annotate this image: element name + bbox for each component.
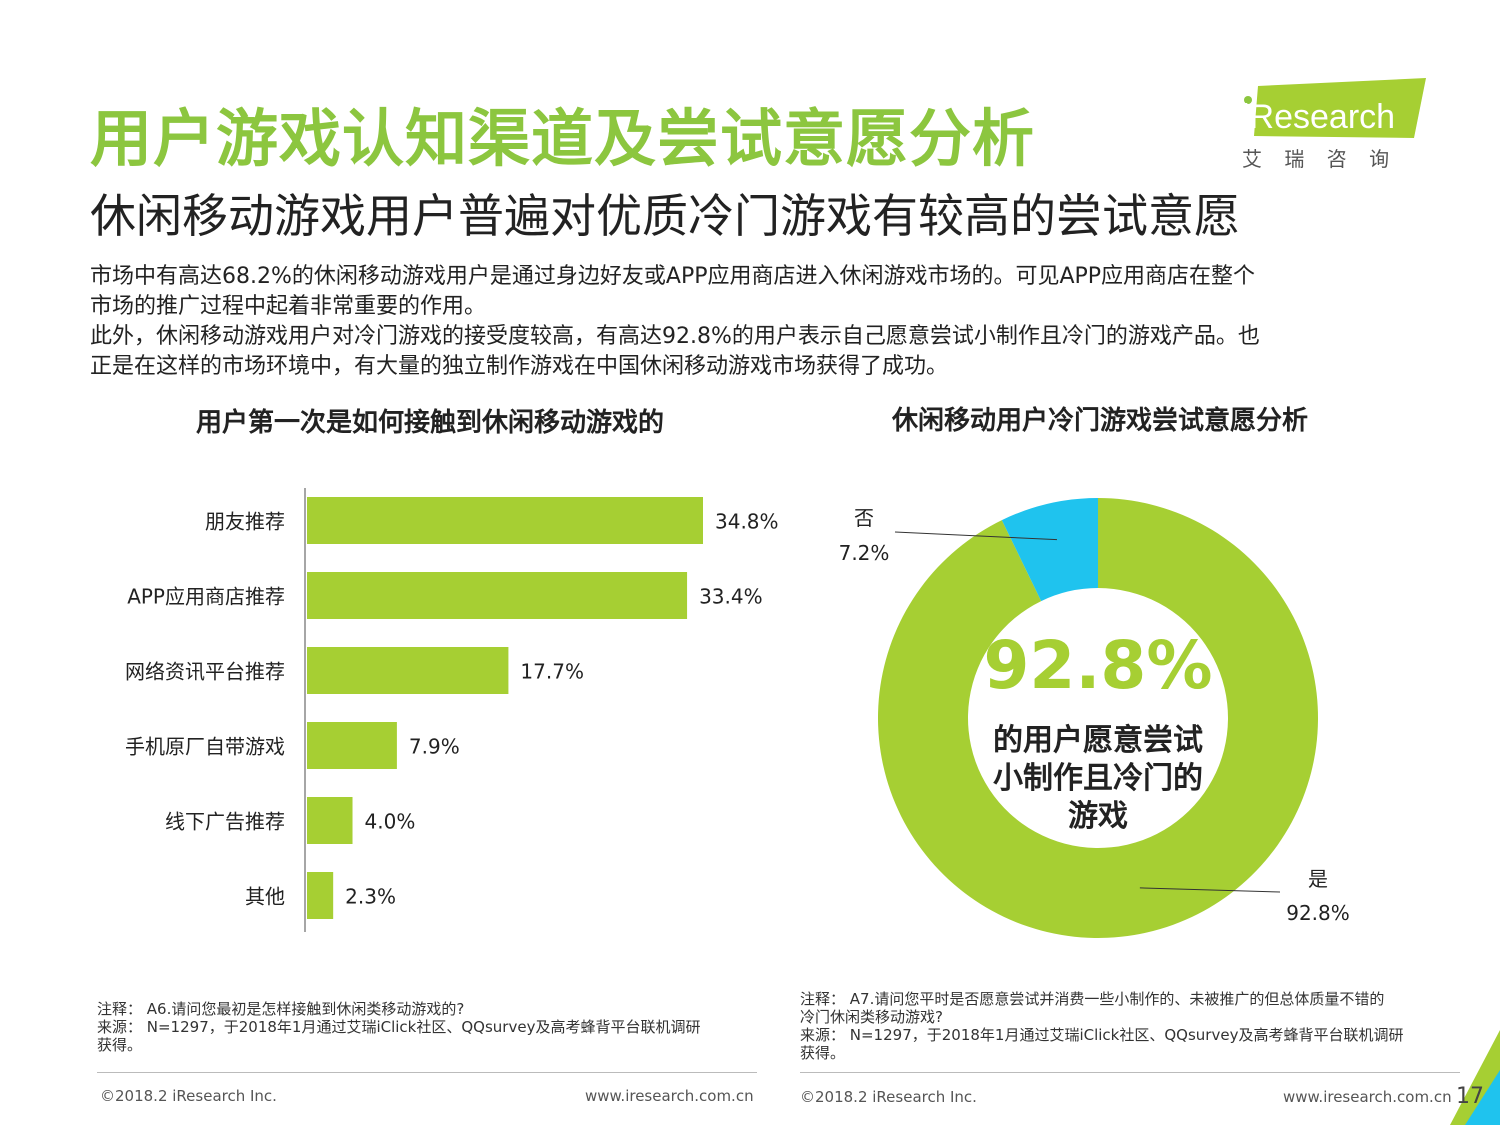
bar (307, 572, 688, 619)
donut-center-text: 小制作且冷门的 (993, 761, 1203, 796)
note-right-line: 冷门休闲类移动游戏? (800, 1008, 943, 1026)
bar (307, 647, 509, 694)
bar-chart: 朋友推荐 34.8% APP应用商店推荐 33.4% 网络资讯平台推荐 17.7% 手机原厂… (125, 488, 779, 932)
iresearch-logo: iResearch 艾 瑞 咨 询 (1242, 78, 1426, 171)
donut-center-text: 游戏 (1068, 799, 1128, 834)
data-label: 7.9% (409, 735, 460, 759)
category-label: APP应用商店推荐 (127, 585, 285, 609)
data-label: 33.4% (699, 585, 763, 609)
category-label: 其他 (245, 885, 285, 909)
paragraph-1-line-2: 市场的推广过程中起着非常重要的作用。 (90, 294, 487, 319)
donut-slice (878, 498, 1318, 938)
paragraph-1-line-1: 市场中有高达68.2%的休闲移动游戏用户是通过身边好友或APP应用商店进入休闲游… (90, 264, 1256, 289)
slice-label-yes: 是 (1308, 867, 1328, 891)
paragraph-2-line-1: 此外，休闲移动游戏用户对冷门游戏的接受度较高，有高达92.8%的用户表示自己愿意… (90, 324, 1260, 349)
note-right-line: 获得。 (800, 1044, 846, 1062)
bar (307, 872, 334, 919)
category-label: 朋友推荐 (205, 510, 285, 534)
notes-left: 注释： A6.请问您最初是怎样接触到休闲类移动游戏的? 来源： N=1297，于… (97, 1000, 757, 1054)
copyright-right: ©2018.2 iResearch Inc. (800, 1088, 977, 1106)
note-right-line: 注释： A7.请问您平时是否愿意尝试并消费一些小制作的、未被推广的但总体质量不错… (800, 990, 1385, 1008)
data-label: 34.8% (715, 510, 779, 534)
footer-divider-left (97, 1072, 757, 1073)
slice-value-yes: 92.8% (1286, 901, 1350, 925)
logo-chinese: 艾 瑞 咨 询 (1242, 147, 1397, 171)
paragraph-2-line-2: 正是在这样的市场环境中，有大量的独立制作游戏在中国休闲移动游戏市场获得了成功。 (90, 354, 949, 379)
note-right-line: 来源： N=1297，于2018年1月通过艾瑞iClick社区、QQsurvey… (800, 1026, 1404, 1044)
note-left-line: 注释： A6.请问您最初是怎样接触到休闲类移动游戏的? (97, 1000, 465, 1018)
note-left-line: 来源： N=1297，于2018年1月通过艾瑞iClick社区、QQsurvey… (97, 1018, 701, 1036)
notes-right: 注释： A7.请问您平时是否愿意尝试并消费一些小制作的、未被推广的但总体质量不错… (800, 990, 1460, 1062)
slice-value-no: 7.2% (839, 541, 890, 565)
bar (307, 497, 703, 544)
bar (307, 797, 353, 844)
bar (307, 722, 397, 769)
leader-line-yes (1139, 887, 1281, 893)
website-link-right[interactable]: www.iresearch.com.cn (1283, 1088, 1452, 1106)
leader-line-no (894, 531, 1057, 541)
data-label: 17.7% (520, 660, 584, 684)
donut-slice (1001, 498, 1098, 602)
note-left-line: 获得。 (97, 1036, 143, 1054)
category-label: 网络资讯平台推荐 (125, 660, 285, 684)
footer-divider-right (800, 1072, 1460, 1073)
page-number: 17 (1456, 1084, 1484, 1109)
corner-decoration (1450, 1030, 1500, 1125)
donut-center-text: 的用户愿意尝试 (993, 723, 1203, 758)
category-label: 手机原厂自带游戏 (125, 735, 285, 759)
website-link-left[interactable]: www.iresearch.com.cn (585, 1087, 754, 1105)
bar-chart-title: 用户第一次是如何接触到休闲移动游戏的 (195, 408, 664, 438)
slice-label-no: 否 (854, 506, 874, 530)
category-label: 线下广告推荐 (165, 810, 285, 834)
donut-center-value: 92.8% (984, 627, 1213, 704)
logo-brand: iResearch (1242, 98, 1395, 136)
pie-chart-title: 休闲移动用户冷门游戏尝试意愿分析 (891, 406, 1308, 436)
data-label: 2.3% (345, 885, 396, 909)
copyright-left: ©2018.2 iResearch Inc. (100, 1087, 277, 1105)
data-label: 4.0% (365, 810, 416, 834)
page-subtitle: 休闲移动游戏用户普遍对优质冷门游戏有较高的尝试意愿 (90, 189, 1240, 243)
page-title: 用户游戏认知渠道及尝试意愿分析 (90, 102, 1036, 175)
